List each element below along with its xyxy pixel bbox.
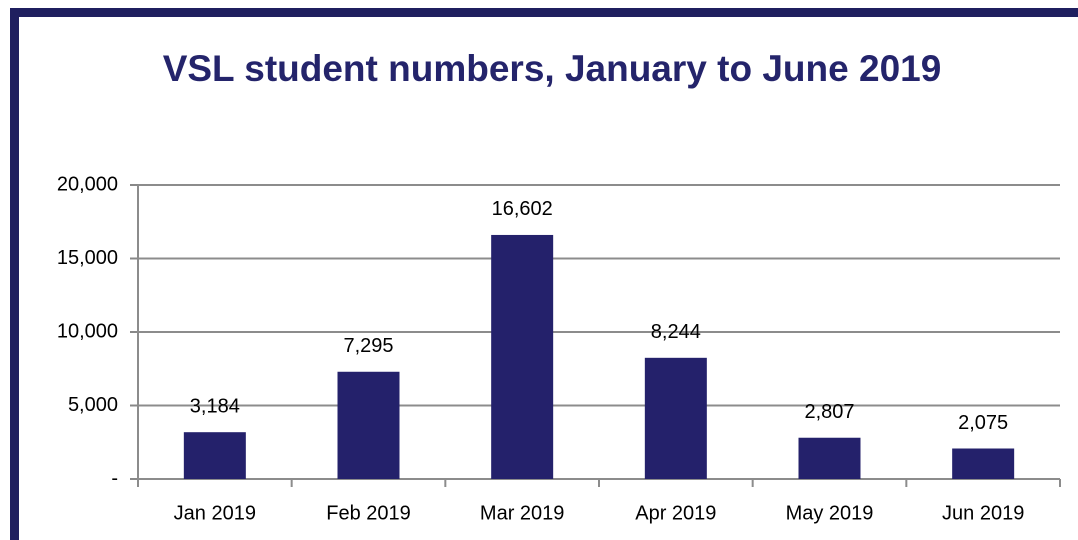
x-tick-label: Apr 2019	[635, 502, 716, 524]
data-label: 8,244	[651, 321, 701, 343]
data-label: 2,075	[958, 412, 1008, 434]
x-tick-label: Mar 2019	[480, 502, 565, 524]
y-tick-label: -	[111, 467, 118, 489]
frame-border	[10, 8, 1078, 17]
chart-title: VSL student numbers, January to June 201…	[162, 48, 942, 89]
y-tick-label: 5,000	[68, 394, 118, 416]
bar	[644, 357, 707, 479]
y-tick-label: 15,000	[57, 247, 118, 269]
bar	[491, 234, 554, 479]
frame-border	[10, 8, 19, 540]
data-label: 16,602	[492, 198, 553, 220]
x-tick-label: Feb 2019	[326, 502, 411, 524]
x-tick-label: Jun 2019	[942, 502, 1024, 524]
x-tick-label: Jan 2019	[174, 502, 256, 524]
bar	[798, 437, 861, 479]
bar	[183, 432, 246, 479]
y-tick-label: 10,000	[57, 320, 118, 342]
bar	[952, 448, 1015, 479]
y-tick-label: 20,000	[57, 173, 118, 195]
bar	[337, 371, 400, 479]
data-label: 3,184	[190, 395, 240, 417]
data-label: 7,295	[343, 335, 393, 357]
data-label: 2,807	[804, 401, 854, 423]
x-tick-label: May 2019	[786, 502, 874, 524]
